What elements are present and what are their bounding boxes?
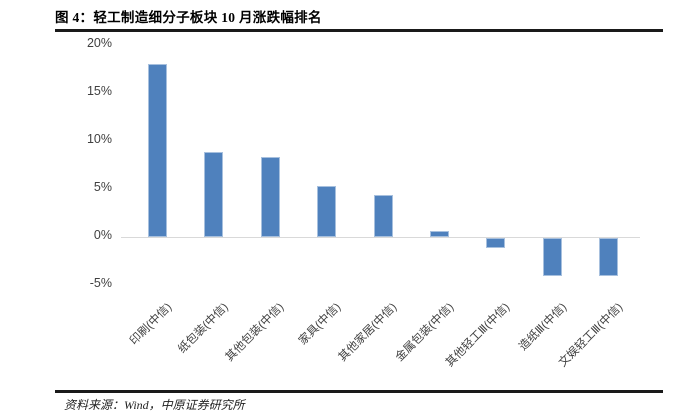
source-note: 资料来源：Wind，中原证券研究所: [64, 398, 245, 412]
y-tick-label: 10%: [86, 131, 112, 146]
bar: [260, 157, 280, 237]
x-category-label: 其他包装(中信): [224, 301, 287, 364]
bar: [204, 152, 224, 237]
x-category-label: 其他家居(中信): [336, 301, 400, 364]
x-axis-line: [121, 237, 640, 238]
bar: [429, 231, 449, 237]
bar: [317, 186, 337, 237]
figure-title: 图 4：轻工制造细分子板块 10 月涨跌幅排名: [55, 10, 322, 25]
y-tick-label: 20%: [86, 35, 112, 50]
bar: [542, 238, 562, 276]
x-category-label: 印刷(中信): [127, 301, 174, 348]
y-tick-label: 5%: [93, 179, 112, 194]
y-tick-label: -5%: [89, 276, 112, 291]
bar: [599, 238, 619, 276]
y-tick-label: 0%: [93, 228, 112, 242]
bar: [373, 194, 393, 237]
bar: [147, 63, 167, 237]
bar: [486, 238, 506, 248]
x-category-label: 造纸Ⅲ(中信): [516, 301, 569, 354]
x-category-label: 纸包装(中信): [175, 301, 231, 356]
footer-divider: [55, 390, 663, 393]
title-divider: [55, 29, 663, 32]
x-category-label: 家具(中信): [296, 301, 344, 348]
y-tick-label: 15%: [86, 83, 112, 98]
